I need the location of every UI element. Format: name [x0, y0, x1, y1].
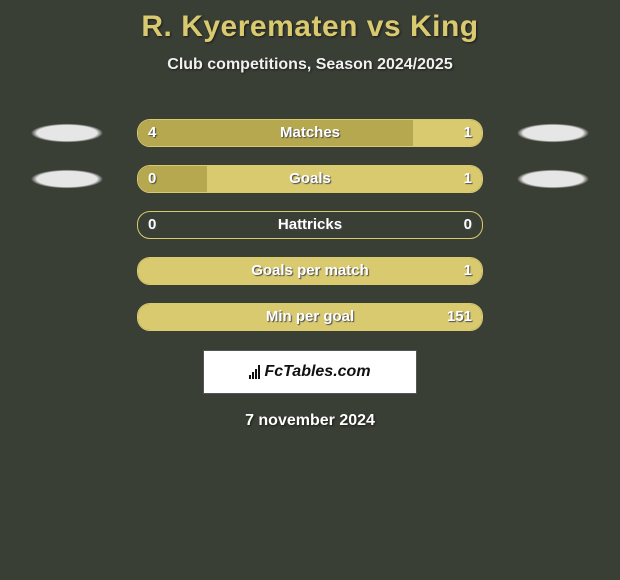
- stat-row: 4Matches1: [0, 120, 620, 146]
- credit-label: FcTables.com: [264, 363, 370, 381]
- comparison-infographic: R. Kyerematen vs King Club competitions,…: [0, 0, 620, 580]
- footer-date: 7 november 2024: [0, 412, 620, 430]
- player-right-placeholder: [503, 120, 603, 146]
- stat-row: Min per goal151: [0, 304, 620, 330]
- barchart-icon: [249, 365, 260, 379]
- player-left-placeholder: [17, 166, 117, 192]
- fill-right: [413, 120, 482, 146]
- stat-bar: 4Matches1: [137, 119, 483, 147]
- stat-row: 0Goals1: [0, 166, 620, 192]
- stat-row: 0Hattricks0: [0, 212, 620, 238]
- stat-bar: Goals per match1: [137, 257, 483, 285]
- page-subtitle: Club competitions, Season 2024/2025: [0, 56, 620, 74]
- stat-label: Hattricks: [138, 212, 482, 238]
- fill-right: [138, 304, 482, 330]
- player-right-placeholder: [503, 166, 603, 192]
- page-title: R. Kyerematen vs King: [0, 0, 620, 44]
- fill-right: [207, 166, 482, 192]
- player-left-placeholder: [17, 120, 117, 146]
- stat-rows: 4Matches1 0Goals1 0Hattricks0 Goals per mat…: [0, 120, 620, 330]
- fill-left: [138, 166, 207, 192]
- stat-bar: 0Goals1: [137, 165, 483, 193]
- credit-box[interactable]: FcTables.com: [203, 350, 417, 394]
- fill-left: [138, 120, 413, 146]
- stat-bar: 0Hattricks0: [137, 211, 483, 239]
- fill-right: [138, 258, 482, 284]
- stat-bar: Min per goal151: [137, 303, 483, 331]
- stat-left-value: 0: [148, 212, 156, 238]
- stat-right-value: 0: [464, 212, 472, 238]
- stat-row: Goals per match1: [0, 258, 620, 284]
